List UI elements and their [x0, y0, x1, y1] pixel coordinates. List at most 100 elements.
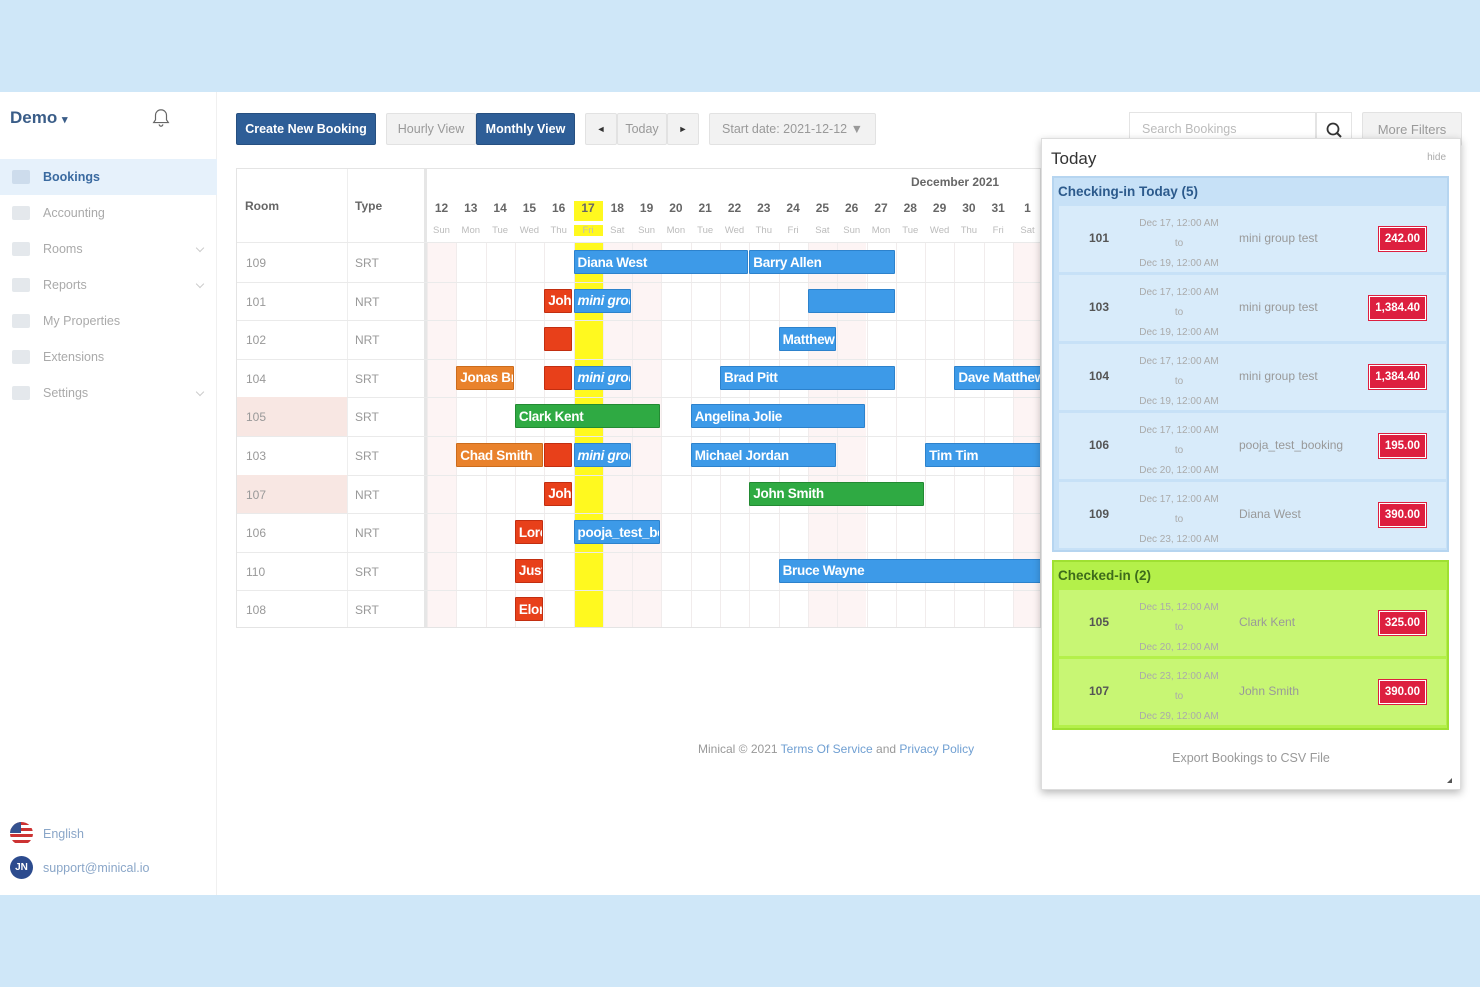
booking-block[interactable]: Elon	[514, 597, 544, 622]
amount-badge: 390.00	[1377, 679, 1428, 705]
day-weekday: Tue	[902, 225, 919, 236]
check-in-date: Dec 17, 12:00 AM	[1139, 356, 1219, 367]
booking-label: Chad Smith	[460, 447, 533, 463]
booking-list-item[interactable]: 104 Dec 17, 12:00 AM to Dec 19, 12:00 AM min…	[1059, 344, 1446, 410]
user-account[interactable]: JN support@minical.io	[10, 856, 149, 879]
day-number: 24	[786, 201, 800, 215]
check-out-date: Dec 19, 12:00 AM	[1139, 396, 1219, 407]
today-button[interactable]: Today	[617, 113, 667, 145]
property-selector[interactable]: Demo ▾	[10, 108, 68, 128]
room-number[interactable]: 106	[246, 526, 267, 541]
room-number[interactable]: 110	[246, 564, 266, 579]
bell-icon[interactable]	[150, 106, 172, 130]
booking-block[interactable]: Jonas Brothers	[456, 365, 514, 390]
hide-panel-link[interactable]: hide	[1427, 152, 1446, 163]
booking-block[interactable]: Brad Pitt	[720, 365, 895, 390]
room-number[interactable]: 102	[246, 333, 267, 348]
day-number: 15	[522, 201, 537, 215]
room-type: SRT	[355, 371, 379, 386]
booking-block[interactable]: John Smith	[749, 481, 925, 506]
booking-block[interactable]: Clark Kent	[514, 404, 661, 429]
booking-block[interactable]: Michael Jordan	[690, 443, 837, 467]
day-number: 1	[1024, 201, 1031, 215]
grid-line	[456, 243, 458, 627]
booking-block[interactable]: pooja_test_booking	[573, 520, 661, 545]
sidebar-item-label: Accounting	[43, 206, 105, 220]
start-date-dropdown[interactable]: Start date: 2021-12-12 ▼	[709, 113, 876, 145]
booking-block[interactable]	[807, 288, 895, 313]
create-booking-button[interactable]: Create New Booking	[236, 113, 376, 145]
booking-block[interactable]: John	[544, 288, 573, 313]
booking-list-item[interactable]: 105 Dec 15, 12:00 AM to Dec 20, 12:00 AM Cla…	[1059, 590, 1446, 656]
booking-block[interactable]: Chad Smith	[456, 443, 544, 467]
booking-list-item[interactable]: 103 Dec 17, 12:00 AM to Dec 19, 12:00 AM min…	[1059, 275, 1446, 341]
booking-block[interactable]: Dave Matthews	[954, 365, 1040, 390]
terms-link[interactable]: Terms Of Service	[780, 742, 873, 756]
booking-block[interactable]: Matthew	[778, 327, 837, 352]
booking-label: pooja_test_booking	[577, 524, 660, 540]
hourly-view-button[interactable]: Hourly View	[386, 113, 476, 145]
grid-line	[514, 243, 516, 627]
room-type: SRT	[355, 449, 379, 463]
day-number: 25	[815, 201, 830, 215]
room-number[interactable]: 103	[246, 449, 267, 463]
sidebar-item-reports[interactable]: Reports	[0, 267, 217, 303]
sidebar-item-my-properties[interactable]: My Properties	[0, 303, 217, 339]
booking-list-item[interactable]: 107 Dec 23, 12:00 AM to Dec 29, 12:00 AM Joh…	[1059, 659, 1446, 725]
sidebar-item-settings[interactable]: Settings	[0, 375, 217, 411]
room-number[interactable]: 105	[246, 410, 267, 425]
booking-block[interactable]	[544, 327, 573, 352]
booking-block[interactable]: Barry Allen	[749, 250, 895, 274]
booking-dates: Dec 15, 12:00 AM to Dec 20, 12:00 AM	[1119, 598, 1239, 658]
day-weekday: Thu	[550, 225, 567, 236]
room-number[interactable]: 104	[246, 371, 267, 386]
prev-button[interactable]: ◄	[585, 113, 617, 145]
room-number[interactable]: 107	[246, 487, 267, 502]
sidebar-item-bookings[interactable]: Bookings	[0, 159, 217, 195]
booking-block[interactable]: Diana West	[573, 250, 749, 274]
sidebar-item-extensions[interactable]: Extensions	[0, 339, 217, 375]
booking-block[interactable]: mini group test	[573, 443, 632, 467]
booking-label: Dave Matthews	[958, 370, 1040, 386]
resize-handle[interactable]	[1447, 778, 1452, 783]
guest-name: pooja_test_booking	[1239, 438, 1344, 452]
booking-block[interactable]: Angelina Jolie	[690, 404, 866, 429]
booking-list-item[interactable]: 109 Dec 17, 12:00 AM to Dec 23, 12:00 AM Dia…	[1059, 482, 1446, 548]
booking-list-item[interactable]: 101 Dec 17, 12:00 AM to Dec 19, 12:00 AM min…	[1059, 206, 1446, 272]
amount-badge: 390.00	[1377, 502, 1428, 528]
check-out-date: Dec 20, 12:00 AM	[1139, 465, 1219, 476]
us-flag-icon	[10, 822, 33, 845]
booking-block[interactable]: Lorem	[514, 520, 544, 545]
day-number: 21	[698, 201, 712, 215]
room-number[interactable]: 109	[246, 256, 267, 270]
grid-line	[837, 243, 839, 627]
booking-block[interactable]: Tim Tim	[925, 443, 1040, 467]
building-icon	[12, 314, 30, 328]
booking-block[interactable]: Justin	[514, 558, 544, 583]
sidebar-item-label: Reports	[43, 278, 87, 292]
booking-label: Lorem	[518, 524, 542, 540]
booking-list-item[interactable]: 106 Dec 17, 12:00 AM to Dec 20, 12:00 AM poo…	[1059, 413, 1446, 479]
booking-block[interactable]: Bruce Wayne	[778, 558, 1040, 583]
sidebar-item-accounting[interactable]: Accounting	[0, 195, 217, 231]
row-line	[237, 513, 1040, 515]
check-in-date: Dec 15, 12:00 AM	[1139, 602, 1219, 613]
language-selector[interactable]: English	[10, 822, 84, 845]
grid-line	[778, 243, 780, 627]
monthly-view-button[interactable]: Monthly View	[476, 113, 575, 145]
next-button[interactable]: ►	[667, 113, 699, 145]
booking-block[interactable]: mini group test	[573, 288, 632, 313]
booking-block[interactable]	[544, 365, 573, 390]
booking-block[interactable]	[544, 443, 573, 467]
guest-name: mini group test	[1239, 369, 1318, 383]
booking-block[interactable]: John	[544, 481, 573, 506]
day-weekday: Tue	[697, 225, 714, 236]
booking-block[interactable]: mini group test	[573, 365, 632, 390]
room-number[interactable]: 108	[246, 603, 267, 618]
privacy-link[interactable]: Privacy Policy	[899, 742, 975, 756]
export-csv-link[interactable]: Export Bookings to CSV File	[1172, 751, 1330, 765]
column-divider	[424, 169, 427, 627]
room-number[interactable]: 101	[246, 294, 267, 309]
sidebar: Demo ▾ Bookings Accounting Rooms Reports My …	[0, 92, 217, 895]
sidebar-item-rooms[interactable]: Rooms	[0, 231, 217, 267]
